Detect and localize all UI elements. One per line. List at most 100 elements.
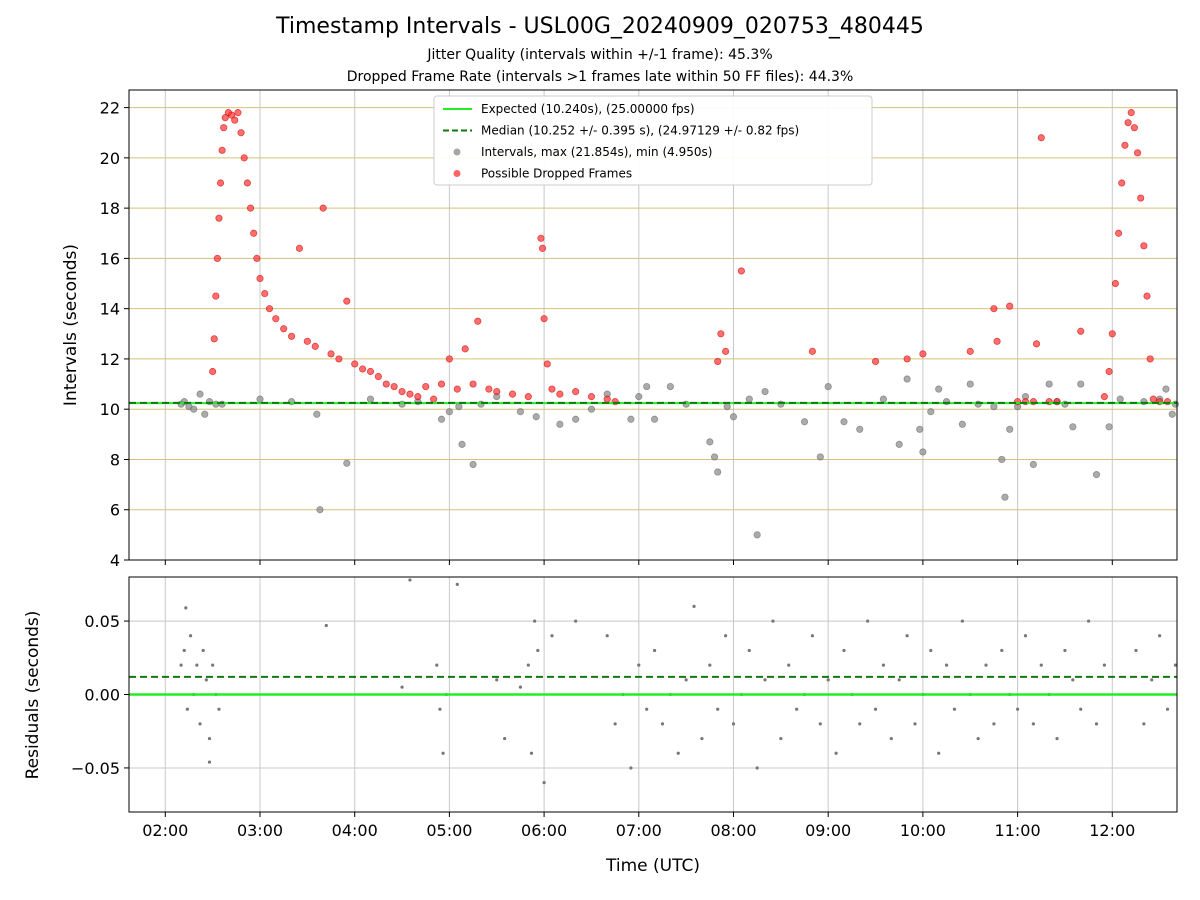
dropped-frame-point <box>253 254 261 262</box>
interval-point <box>927 408 935 416</box>
residual-point <box>198 722 202 726</box>
interval-point <box>1116 395 1124 403</box>
x-tick-label: 06:00 <box>521 821 567 840</box>
residual-point <box>1063 648 1067 653</box>
residual-point <box>188 634 193 638</box>
residual-point <box>1079 707 1083 711</box>
dropped-frame-point <box>218 146 226 154</box>
dropped-frame-point <box>1143 292 1151 300</box>
dropped-frame-point <box>1146 355 1154 363</box>
intervals-y-tick-label: 4 <box>110 551 120 570</box>
interval-point <box>879 395 888 403</box>
interval-point <box>1092 470 1101 479</box>
interval-point <box>458 440 466 448</box>
interval-point <box>1162 385 1170 393</box>
residuals-y-tick-label: −0.05 <box>71 759 120 778</box>
dropped-frame-point <box>256 274 264 283</box>
interval-point <box>1105 423 1113 431</box>
dropped-frame-point <box>287 332 296 340</box>
dropped-frame-point <box>437 380 446 388</box>
dropped-frame-point <box>406 390 414 398</box>
dropped-frame-point <box>543 360 551 368</box>
x-tick-label: 03:00 <box>237 821 283 840</box>
dropped-frame-point <box>303 337 311 345</box>
dropped-frame-point <box>237 129 245 137</box>
residual-point <box>976 736 980 741</box>
residual-point <box>195 663 199 667</box>
dropped-frame-point <box>548 385 556 393</box>
residual-point <box>842 648 846 653</box>
dropped-frame-point <box>390 382 398 391</box>
dropped-frame-point <box>1124 119 1132 127</box>
x-tick-label: 08:00 <box>710 821 756 840</box>
interval-point <box>587 405 596 413</box>
interval-point <box>935 385 943 393</box>
dropped-frame-point <box>1121 141 1129 149</box>
residual-point <box>873 707 878 711</box>
intervals-y-tick-label: 16 <box>100 249 120 268</box>
intervals-axes-frame <box>128 89 1178 561</box>
dropped-frame-point <box>717 330 725 338</box>
residual-point <box>913 722 917 726</box>
dropped-frame-point <box>966 347 974 355</box>
residual-point <box>716 707 720 711</box>
residual-point <box>1039 663 1043 667</box>
residual-point <box>629 766 633 770</box>
residual-point <box>960 619 964 623</box>
residual-point <box>605 634 609 638</box>
interval-point <box>256 395 264 403</box>
dropped-frame-point <box>603 395 611 403</box>
interval-point <box>1077 380 1085 388</box>
intervals-x-ticks <box>164 560 1113 565</box>
interval-point <box>916 425 924 433</box>
dropped-frame-point <box>540 315 548 323</box>
interval-point <box>643 382 651 391</box>
dropped-frame-point <box>556 390 564 398</box>
residual-point <box>1015 707 1020 711</box>
dropped-frame-point <box>374 372 382 381</box>
x-axis-label: Time (UTC) <box>605 856 700 876</box>
dropped-frame-point <box>1100 393 1108 401</box>
intervals-y-tick-label: 18 <box>100 199 120 218</box>
interval-point <box>445 408 453 416</box>
residual-point <box>1055 736 1059 741</box>
residual-point <box>984 663 988 667</box>
interval-point <box>437 415 446 423</box>
residuals-y-tick-label: 0.00 <box>84 686 120 705</box>
residual-point <box>1158 634 1162 638</box>
residual-point <box>1023 634 1028 638</box>
interval-point <box>729 413 738 421</box>
dropped-frame-point <box>990 305 998 313</box>
residual-point <box>897 678 901 682</box>
residual-point <box>184 606 188 610</box>
dropped-frame-point <box>1127 109 1135 117</box>
legend-entry-label: Intervals, max (21.854s), min (4.950s) <box>481 145 712 159</box>
interval-point <box>1168 410 1176 418</box>
residual-point <box>574 619 578 623</box>
residual-point <box>660 722 665 726</box>
dropped-frame-point <box>422 382 430 391</box>
x-tick-label: 11:00 <box>995 821 1041 840</box>
residual-point <box>1087 619 1091 623</box>
dropped-frame-point <box>524 393 532 401</box>
legend-entry-label: Possible Dropped Frames <box>481 167 632 181</box>
dropped-frame-point <box>343 297 351 305</box>
residual-point <box>613 722 617 726</box>
dropped-frame-point <box>1149 395 1157 403</box>
interval-point <box>201 410 209 418</box>
dropped-frame-point <box>722 347 730 355</box>
residual-point <box>1094 722 1099 726</box>
dropped-frame-point <box>319 204 327 212</box>
residual-point <box>536 648 540 653</box>
dropped-frame-point <box>445 355 453 363</box>
intervals-y-tick-label: 10 <box>100 400 120 419</box>
dropped-frame-point <box>1140 242 1148 250</box>
interval-point <box>745 395 753 403</box>
dropped-frame-point <box>1130 124 1138 132</box>
interval-point <box>903 375 911 383</box>
dropped-frame-point <box>209 367 217 376</box>
residual-point <box>992 722 996 726</box>
interval-point <box>532 413 540 421</box>
dropped-frame-point <box>265 305 274 313</box>
legend-box <box>433 95 873 186</box>
